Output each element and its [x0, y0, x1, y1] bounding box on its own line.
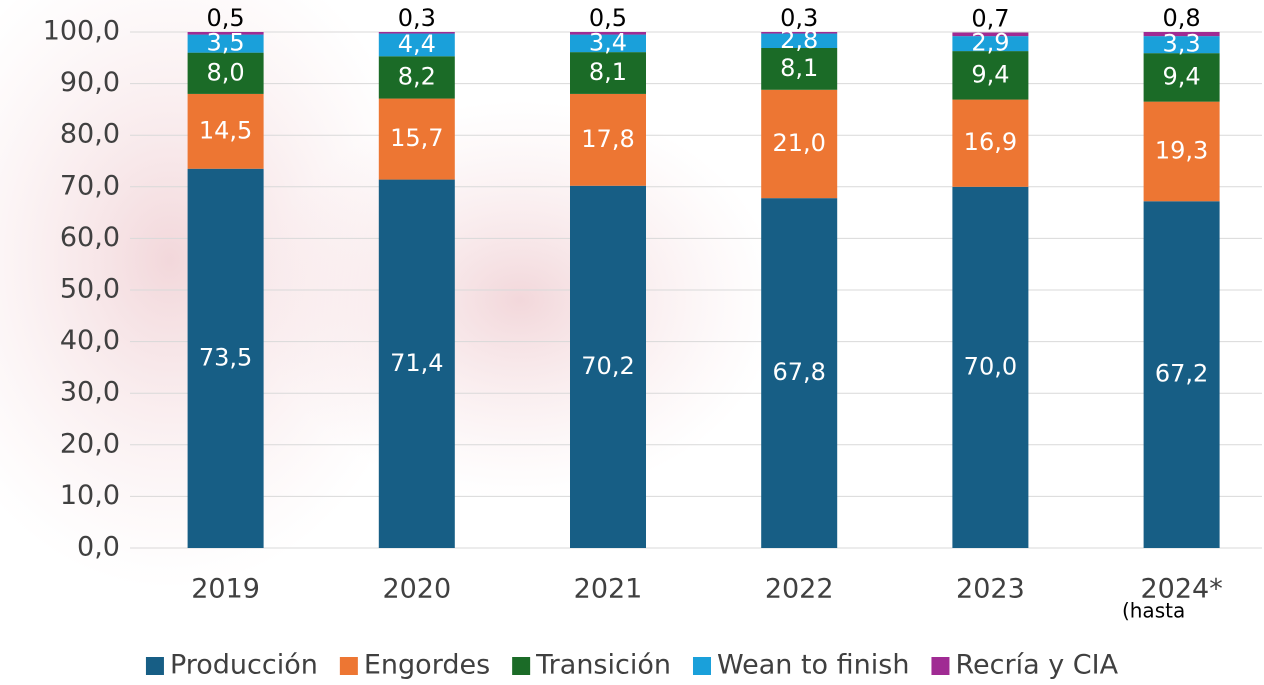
- x-note: (hasta: [1122, 599, 1185, 623]
- y-tick-label: 90,0: [60, 67, 120, 98]
- value-label: 8,2: [398, 62, 436, 90]
- value-label: 16,9: [964, 128, 1017, 156]
- value-label: 19,3: [1155, 136, 1208, 164]
- value-label: 0,3: [780, 4, 818, 32]
- value-label: 0,5: [589, 4, 627, 32]
- value-label: 9,4: [971, 60, 1009, 88]
- legend-swatch: [340, 657, 358, 675]
- x-tick-label: 2019: [191, 574, 260, 605]
- y-tick-label: 50,0: [60, 274, 120, 305]
- legend-label: Recría y CIA: [955, 650, 1118, 681]
- legend-swatch: [146, 657, 164, 675]
- value-label: 0,8: [1163, 4, 1201, 32]
- value-label: 0,7: [971, 5, 1009, 33]
- y-tick-label: 20,0: [60, 428, 120, 459]
- value-label: 67,8: [772, 358, 825, 386]
- legend-label: Producción: [170, 650, 318, 681]
- value-label: 3,4: [589, 28, 627, 56]
- legend-swatch: [693, 657, 711, 675]
- value-label: 0,3: [398, 4, 436, 32]
- value-label: 8,0: [207, 58, 245, 86]
- value-label: 21,0: [772, 129, 825, 157]
- legend-label: Wean to finish: [717, 650, 909, 681]
- value-label: 70,2: [581, 352, 634, 380]
- y-tick-label: 60,0: [60, 222, 120, 253]
- legend: Producción Engordes Transición Wean to fini…: [146, 650, 1119, 681]
- value-label: 67,2: [1155, 360, 1208, 388]
- x-tick-label: 2023: [956, 574, 1025, 605]
- y-tick-label: 100,0: [43, 16, 120, 47]
- value-label: 71,4: [390, 349, 443, 377]
- value-label: 8,1: [780, 54, 818, 82]
- y-tick-label: 70,0: [60, 170, 120, 201]
- chart: 0,0 10,0 20,0 30,0 40,0 50,0 60,0 70,0 80,0 90,0 1…: [0, 0, 1264, 685]
- value-label: 17,8: [581, 125, 634, 153]
- value-label: 2,9: [971, 29, 1009, 57]
- y-tick-label: 0,0: [77, 532, 120, 563]
- value-label: 0,5: [207, 4, 245, 32]
- legend-swatch: [931, 657, 949, 675]
- y-tick-label: 80,0: [60, 119, 120, 150]
- background-blur: [260, 100, 780, 500]
- value-label: 4,4: [398, 30, 436, 58]
- value-label: 9,4: [1163, 62, 1201, 90]
- legend-label: Engordes: [364, 650, 490, 681]
- legend-swatch: [512, 657, 530, 675]
- x-tick-label: 2021: [574, 574, 643, 605]
- x-tick-label: 2022: [765, 574, 834, 605]
- y-tick-label: 10,0: [60, 480, 120, 511]
- value-label: 73,5: [199, 343, 252, 371]
- value-label: 14,5: [199, 116, 252, 144]
- y-tick-label: 40,0: [60, 325, 120, 356]
- value-label: 70,0: [964, 352, 1017, 380]
- y-tick-label: 30,0: [60, 377, 120, 408]
- value-label: 3,5: [207, 29, 245, 57]
- value-label: 8,1: [589, 58, 627, 86]
- legend-label: Transición: [535, 650, 671, 681]
- value-label: 3,3: [1163, 30, 1201, 58]
- x-tick-label: 2020: [382, 574, 451, 605]
- value-label: 15,7: [390, 124, 443, 152]
